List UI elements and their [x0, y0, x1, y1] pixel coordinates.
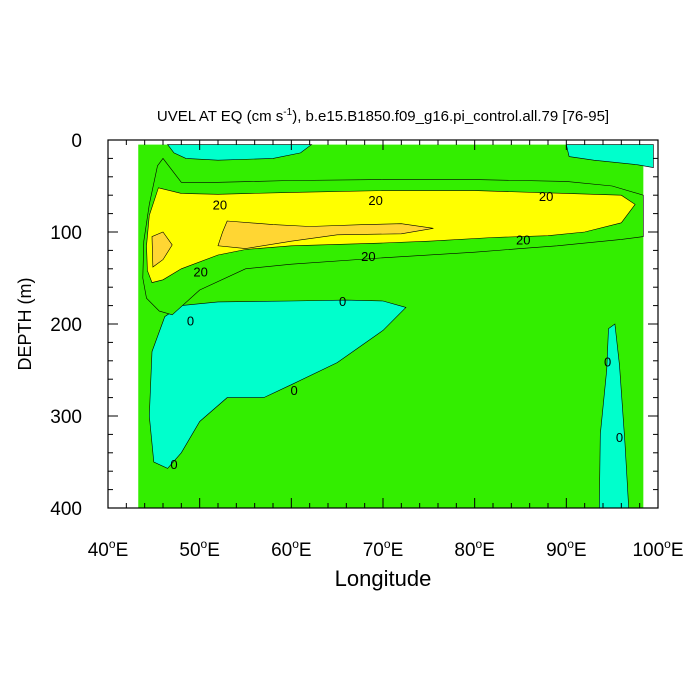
chart-title: UVEL AT EQ (cm s-1), b.e15.B1850.f09_g16… [157, 107, 609, 125]
x-tick-label: 60oE [271, 537, 312, 561]
x-axis: 40oE 50oE 60oE 70oE 80oE 90oE 100oE [88, 140, 684, 561]
contour-region-negative-3 [565, 144, 654, 168]
contour-label: 20 [368, 193, 382, 208]
contour-label: 0 [187, 313, 194, 328]
contour-label: 0 [170, 457, 177, 472]
x-tick-label: 40oE [88, 537, 129, 561]
x-tick-label: 90oE [546, 537, 587, 561]
contour-label: 20 [361, 249, 375, 264]
contour-label: 0 [339, 294, 346, 309]
y-tick-label: 100 [50, 223, 82, 244]
contour-region-negative-0 [148, 299, 407, 469]
contour-label: 0 [290, 383, 297, 398]
contour-region-20-30-1 [217, 220, 434, 249]
y-axis-label: DEPTH (m) [15, 278, 35, 371]
contour-labels: 20 20 20 20 20 20 0 0 0 0 0 0 [170, 189, 623, 472]
x-tick-label: 70oE [363, 537, 404, 561]
contour-label: 20 [516, 232, 530, 247]
x-tick-label: 100oE [632, 537, 683, 561]
y-tick-label: 0 [71, 131, 82, 152]
contour-region-negative-2 [166, 144, 313, 161]
contour-label: 0 [616, 430, 623, 445]
contour-region-negative-1 [598, 323, 630, 508]
contour-region-10-20-0 [146, 187, 636, 283]
contour-fills [138, 144, 654, 508]
x-axis-label: Longitude [335, 566, 432, 591]
contour-label: 0 [604, 355, 611, 370]
contour-label: 20 [539, 189, 553, 204]
x-tick-label: 80oE [454, 537, 495, 561]
x-tick-label: 50oE [179, 537, 220, 561]
y-tick-label: 200 [50, 315, 82, 336]
y-tick-label: 400 [50, 499, 82, 520]
contour-region-20-30-0 [151, 231, 173, 268]
contour-label: 20 [193, 265, 207, 280]
contour-label: 20 [213, 197, 227, 212]
y-tick-label: 300 [50, 407, 82, 428]
